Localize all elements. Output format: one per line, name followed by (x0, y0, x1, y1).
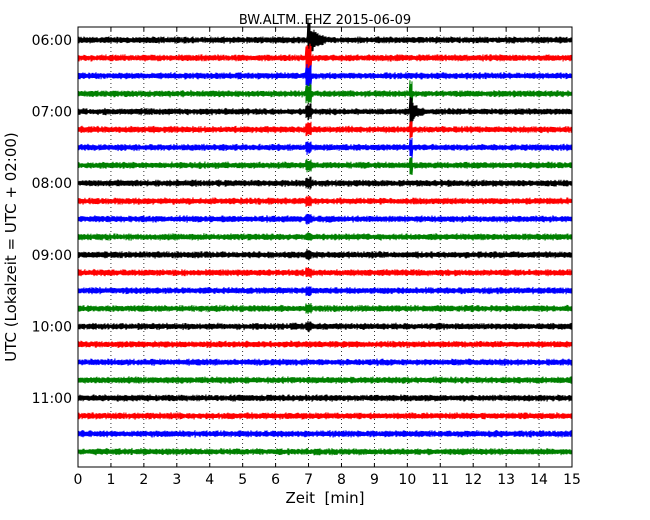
trace-0900 (77, 248, 573, 261)
trace-1030 (77, 358, 573, 366)
trace-1115 (77, 412, 573, 420)
x-tick-label: 12 (464, 472, 482, 488)
trace-0930 (77, 286, 573, 297)
trace-0645 (77, 80, 573, 109)
x-tick-label: 2 (139, 472, 148, 488)
x-tick-label: 8 (337, 472, 346, 488)
x-tick-label: 1 (106, 472, 115, 488)
trace-0600 (77, 19, 573, 61)
x-tick-label: 7 (304, 472, 313, 488)
trace-1000 (77, 320, 573, 333)
trace-0845 (77, 232, 573, 241)
trace-0700 (77, 96, 573, 128)
trace-1145 (77, 447, 573, 456)
grid-lines (110, 27, 540, 467)
x-tick-label: 3 (172, 472, 181, 488)
traces (77, 19, 573, 456)
y-tick-label: 06:00 (32, 33, 72, 49)
trace-0815 (77, 195, 573, 207)
trace-0745 (77, 157, 573, 176)
y-tick-label: 07:00 (32, 105, 72, 121)
x-tick-label: 14 (530, 472, 548, 488)
trace-0615 (77, 43, 573, 73)
x-axis: 0 1 2 3 4 5 6 7 8 9 10 11 12 13 14 15 (74, 27, 581, 488)
x-tick-label: 10 (398, 472, 416, 488)
x-tick-label: 9 (370, 472, 379, 488)
x-tick-label: 0 (74, 472, 83, 488)
trace-0945 (77, 302, 573, 315)
trace-0715 (77, 120, 573, 140)
trace-0730 (77, 137, 573, 159)
y-tick-label: 10:00 (32, 319, 72, 335)
trace-0630 (77, 64, 573, 89)
x-tick-label: 6 (271, 472, 280, 488)
y-tick-label: 08:00 (32, 176, 72, 192)
trace-0800 (77, 176, 573, 190)
x-axis-label: Zeit [min] (285, 489, 364, 507)
x-tick-label: 13 (497, 472, 515, 488)
y-axis-label: UTC (Lokalzeit = UTC + 02:00) (2, 132, 20, 362)
trace-1045 (77, 376, 573, 384)
trace-1100 (77, 394, 573, 402)
x-tick-label: 11 (431, 472, 449, 488)
trace-0830 (77, 213, 573, 225)
trace-1130 (77, 430, 573, 438)
trace-1015 (77, 340, 573, 349)
x-tick-label: 15 (563, 472, 581, 488)
y-axis: 06:00 07:00 08:00 09:00 10:00 11:00 (32, 33, 572, 407)
chart-title: BW.ALTM..EHZ 2015-06-09 (239, 13, 411, 28)
y-tick-label: 09:00 (32, 248, 72, 264)
trace-0915 (77, 267, 573, 279)
x-tick-label: 4 (205, 472, 214, 488)
y-tick-label: 11:00 (32, 391, 72, 407)
x-tick-label: 5 (238, 472, 247, 488)
plot-frame (77, 26, 573, 468)
